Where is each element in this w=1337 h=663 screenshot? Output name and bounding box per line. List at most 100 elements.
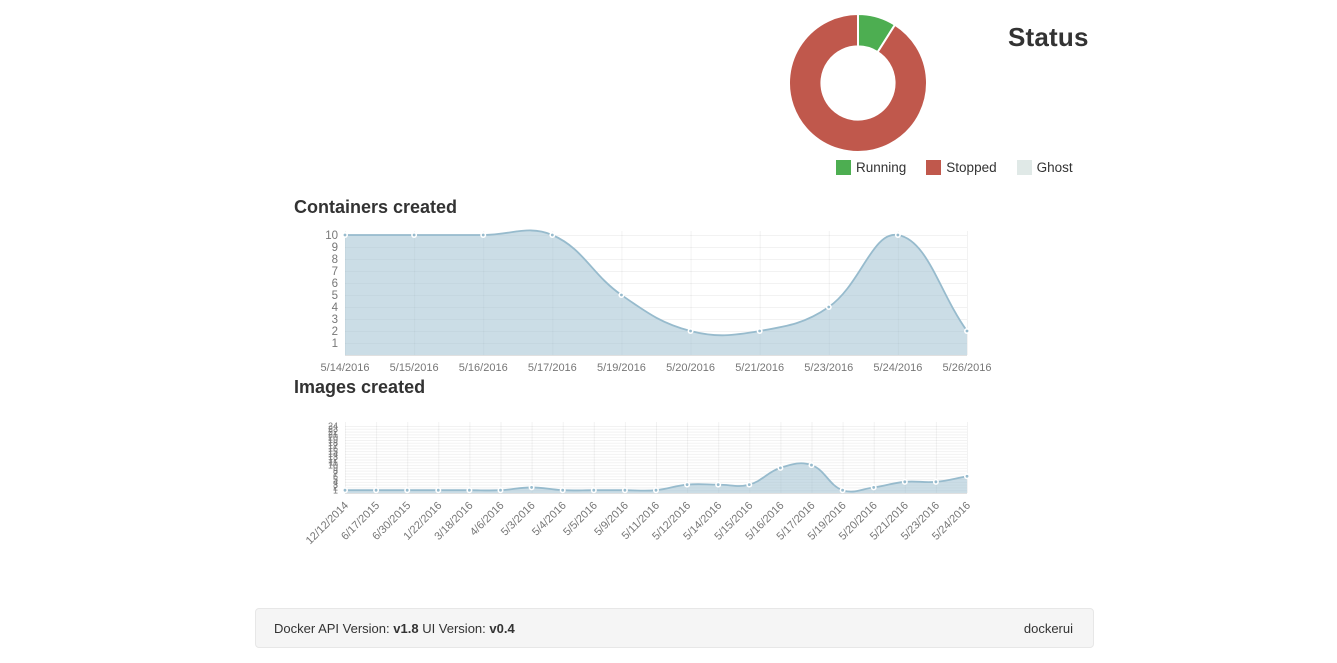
data-point-core [747,483,751,487]
y-tick-label: 1 [333,485,338,495]
x-tick-label: 5/26/2016 [943,362,992,374]
ui-version-label: UI Version: [422,620,486,636]
y-tick-label: 23 [328,424,338,434]
y-tick-label: 8 [333,466,338,476]
y-tick-label: 17 [328,441,338,451]
data-point-core [436,488,440,492]
area-fill [345,230,967,355]
legend-swatch-stopped [926,160,942,175]
version-text: Docker API Version: v1.8 UI Version: v0.… [274,621,515,636]
data-point-core [934,480,938,484]
data-point-core [965,329,969,333]
y-tick-label: 2 [332,326,338,338]
y-tick-label: 5 [333,474,338,484]
y-tick-label: 10 [325,230,338,242]
y-tick-label: 12 [328,455,338,465]
y-tick-label: 19 [328,435,338,445]
y-tick-label: 4 [332,302,339,314]
footer: Docker API Version: v1.8 UI Version: v0.… [255,608,1094,648]
data-point-core [758,329,762,333]
data-point-core [530,486,533,489]
y-tick-label: 16 [328,444,338,454]
api-version-value: v1.8 [393,620,419,636]
legend-label: Ghost [1036,160,1073,175]
y-tick-label: 1 [332,338,338,350]
images-created-chart: 1 2 3 4 5 6 7 8 9 10 11 12 13 14 15 16 17 18 19 20 21 22 23 24 1… [294,418,994,570]
y-tick-label: 6 [332,278,338,290]
images-created-heading: Images created [294,377,426,397]
ui-version-value: v0.4 [489,620,515,636]
y-tick-label: 14 [328,449,338,459]
data-point-core [685,483,689,487]
data-point-core [827,305,831,309]
x-tick-label: 5/20/2016 [666,362,715,374]
y-tick-label: 7 [333,469,338,479]
status-legend: Running Stopped Ghost [836,160,1073,175]
x-tick-label: 5/21/2016 [735,362,784,374]
y-tick-label: 8 [332,254,338,266]
x-tick-label: 5/24/2016 [873,362,922,374]
x-tick-label: 5/16/2016 [459,362,508,374]
status-title: Status [1008,22,1089,52]
legend-item-stopped: Stopped [926,160,997,175]
data-point-core [620,293,623,297]
data-point-core [405,488,409,492]
y-tick-label: 3 [332,314,338,326]
y-tick-label: 20 [328,432,338,442]
data-point-core [468,488,471,492]
data-point-core [623,488,627,492]
y-tick-label: 15 [328,446,338,456]
data-point-core [716,483,720,487]
legend-label: Running [856,160,907,175]
x-tick-label: 5/14/2016 [321,362,370,374]
status-donut-chart [788,13,928,153]
area-fill [345,463,967,493]
data-point-core [779,466,782,470]
images-created-svg: 1234567891011121314151617181920212223241… [304,421,973,547]
donut-slice-stopped [788,13,928,153]
brand-text: dockerui [1023,620,1073,636]
y-tick-label: 24 [328,421,338,431]
containers-created-chart: 1 2 3 4 5 6 7 8 9 10 5/14/2016 5/15/2016 5/16/2016 5/… [294,225,994,383]
y-tick-label: 6 [333,471,338,481]
y-tick-label: 13 [328,452,338,462]
y-tick-label: 11 [329,458,338,468]
data-point-core [412,233,416,237]
data-point-core [550,233,554,237]
x-tick-label: 5/17/2016 [528,362,577,374]
y-tick-label: 10 [328,460,338,470]
data-point-core [872,486,876,489]
data-point-core [896,233,900,237]
y-tick-label: 7 [332,266,338,278]
legend-item-running: Running [836,160,906,175]
api-version-label: Docker API Version: [274,620,390,636]
data-point-core [499,488,502,492]
x-tick-label: 5/15/2016 [390,362,439,374]
data-point-core [481,233,485,237]
area-line [345,229,968,337]
x-tick-label: 5/23/2016 [804,362,853,374]
data-point-core [689,329,692,333]
legend-swatch-ghost [1016,160,1032,175]
data-point-core [841,488,844,492]
y-tick-label: 9 [332,242,338,254]
data-point-core [965,474,969,478]
status-donut-svg [788,13,928,153]
legend-item-ghost: Ghost [1016,160,1073,175]
y-tick-label: 21 [328,430,338,440]
y-tick-label: 3 [333,480,338,490]
data-point-core [343,488,347,492]
legend-label: Stopped [946,160,997,175]
data-point-core [903,480,907,484]
data-point-core [592,488,596,492]
y-tick-label: 5 [332,290,338,302]
data-point-core [561,488,565,492]
y-tick-label: 2 [333,483,338,493]
legend-swatch-running [836,160,851,175]
data-point-core [374,488,378,492]
y-tick-label: 18 [328,438,338,448]
data-point-core [654,488,658,492]
data-point-core [343,233,347,237]
